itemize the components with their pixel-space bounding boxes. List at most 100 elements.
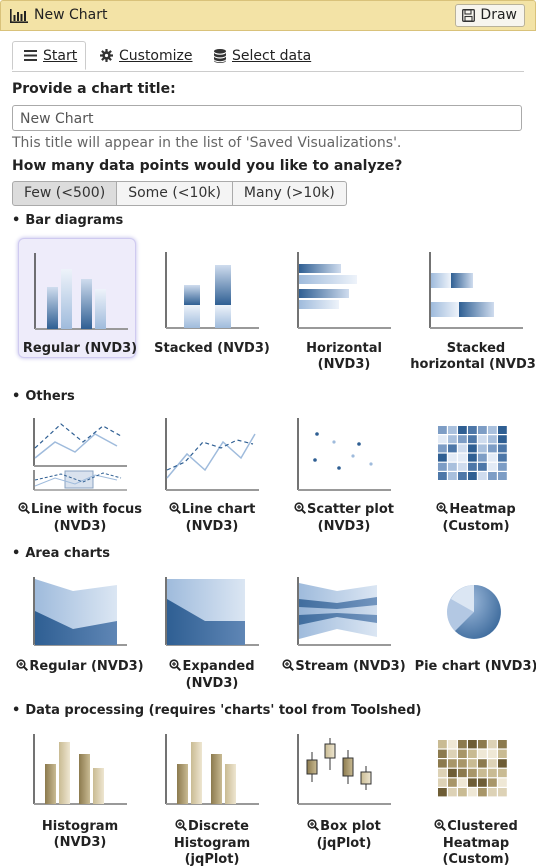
thumbnail-heatmap [414, 412, 532, 532]
chart-type-area-expanded[interactable]: Expanded (NVD3) [146, 569, 271, 694]
heatmap-cell [438, 472, 447, 480]
chart-type-scatter[interactable]: Scatter plot (NVD3) [278, 412, 403, 537]
thumbnail-area-expanded [150, 569, 268, 689]
heatmap-cell [478, 759, 487, 768]
thumbnail-bar-regular [18, 238, 136, 358]
zoom-icon[interactable] [307, 819, 320, 836]
heatmap-cell [468, 768, 477, 778]
data-size-selector: Few (<500) Some (<10k) Many (>10k) [12, 181, 347, 206]
chart-type-line[interactable]: Line chart (NVD3) [146, 412, 271, 537]
heatmap-cell [438, 453, 447, 462]
zoom-icon[interactable] [294, 502, 307, 519]
heatmap-cell [478, 778, 487, 787]
chart-type-bar-regular[interactable]: Regular (NVD3) [14, 238, 139, 383]
heatmap-cell [478, 453, 487, 462]
heatmap-cell [448, 453, 457, 462]
zoom-icon[interactable] [175, 819, 188, 836]
chart-type-heatmap[interactable]: Heatmap (Custom) [410, 412, 535, 537]
heatmap-cell [458, 435, 467, 444]
heatmap-cell [448, 788, 457, 797]
heatmap-cell [458, 768, 467, 778]
heatmap-cell [488, 472, 497, 480]
heatmap-cell [468, 472, 477, 480]
chart-type-label: Line chart (NVD3) [146, 502, 278, 535]
heatmap-cell [448, 740, 457, 749]
heatmap-cell [458, 749, 467, 758]
thumbnail-histogram [18, 726, 136, 846]
option-few[interactable]: Few (<500) [12, 181, 118, 206]
chart-type-histogram[interactable]: Histogram (NVD3) [14, 726, 139, 861]
heatmap-cell [468, 426, 477, 434]
zoom-icon[interactable] [169, 502, 181, 519]
zoom-icon[interactable] [16, 659, 29, 676]
tab-select-data[interactable]: Select data [214, 41, 311, 70]
heatmap-cell [448, 435, 457, 444]
thumbnail-bar-stacked [150, 238, 268, 358]
zoom-icon[interactable] [282, 659, 295, 676]
chart-title-hint: This title will appear in the list of 'S… [12, 135, 402, 151]
chart-type-clustered-heatmap[interactable]: Clustered Heatmap (Custom) [410, 726, 535, 867]
heatmap-cell [498, 740, 507, 749]
chart-type-label: Regular (NVD3) [22, 341, 138, 356]
heatmap-cell [438, 768, 447, 778]
chart-type-label: Stream (NVD3) [278, 659, 410, 676]
list-icon [24, 50, 37, 61]
thumbnail-clustered-heatmap [414, 726, 532, 846]
zoom-icon[interactable] [169, 659, 182, 676]
heatmap-cell [458, 472, 467, 480]
heatmap-cell [458, 740, 467, 749]
thumbnail-line [150, 412, 268, 532]
heatmap-cell [438, 788, 447, 797]
heatmap-cell [468, 462, 477, 471]
heatmap-cell [438, 740, 447, 749]
chart-type-label: Line with focus (NVD3) [14, 502, 146, 535]
option-some[interactable]: Some (<10k) [116, 181, 233, 206]
heatmap-cell [488, 740, 497, 749]
heatmap-cell [438, 759, 447, 768]
tab-customize[interactable]: Customize [100, 41, 193, 70]
chart-type-area-regular[interactable]: Regular (NVD3) [14, 569, 144, 694]
save-icon [462, 9, 476, 22]
heatmap-cell [488, 749, 497, 758]
heatmap-cell [488, 778, 497, 787]
heatmap-cell [478, 749, 487, 758]
thumbnail-scatter [282, 412, 400, 532]
heatmap-cell [498, 444, 507, 453]
heatmap-cell [488, 426, 497, 434]
zoom-icon[interactable] [18, 502, 30, 519]
chart-type-label: Expanded (NVD3) [146, 659, 278, 692]
heatmap-cell [498, 788, 507, 797]
heatmap-cell [478, 472, 487, 480]
heatmap-cell [488, 444, 497, 453]
heatmap-cell [488, 768, 497, 778]
heatmap-cell [458, 759, 467, 768]
thumbnail-pie [414, 569, 532, 689]
chart-title-input[interactable]: New Chart [12, 105, 522, 131]
thumbnail-line-focus [18, 412, 136, 532]
option-many[interactable]: Many (>10k) [231, 181, 347, 206]
heatmap-cell [468, 740, 477, 749]
heatmap-cell [458, 788, 467, 797]
chart-type-label: Box plot (jqPlot) [278, 819, 410, 852]
zoom-icon[interactable] [436, 502, 449, 519]
chart-type-area-stream[interactable]: Stream (NVD3) [278, 569, 406, 694]
chart-type-pie[interactable]: Pie chart (NVD3) [410, 569, 536, 694]
chart-type-bar-stacked-horizontal[interactable]: Stacked horizontal (NVD3) [410, 238, 536, 388]
heatmap-cell [458, 444, 467, 453]
draw-button[interactable]: Draw [455, 4, 525, 27]
heatmap-cell [498, 435, 507, 444]
chart-type-line-focus[interactable]: Line with focus (NVD3) [14, 412, 142, 537]
chart-type-bar-horizontal[interactable]: Horizontal (NVD3) [278, 238, 403, 383]
heatmap-cell [438, 778, 447, 787]
heatmap-cell [468, 444, 477, 453]
tab-start[interactable]: Start [12, 41, 86, 70]
chart-type-bar-stacked[interactable]: Stacked (NVD3) [146, 238, 271, 383]
window-title: New Chart [34, 7, 108, 23]
chart-type-discrete-histogram[interactable]: Discrete Histogram (jqPlot) [146, 726, 271, 867]
chart-type-box-plot[interactable]: Box plot (jqPlot) [278, 726, 403, 861]
zoom-icon[interactable] [434, 819, 447, 836]
heatmap-cell [448, 768, 457, 778]
thumbnail-area-regular [18, 569, 136, 689]
heatmap-cell [468, 778, 477, 787]
chart-title-label: Provide a chart title: [12, 81, 176, 97]
